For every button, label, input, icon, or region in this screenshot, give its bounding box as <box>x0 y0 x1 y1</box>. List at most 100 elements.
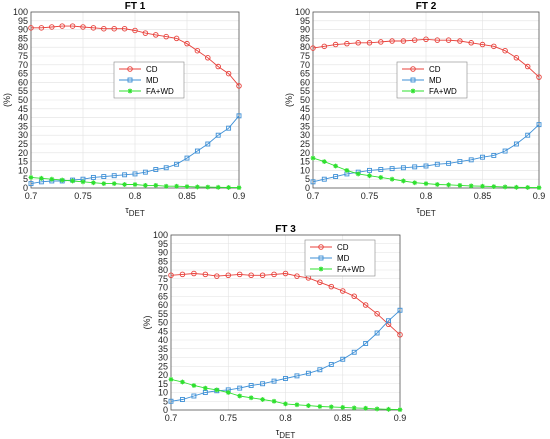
data-point <box>101 174 107 180</box>
data-point <box>310 155 316 161</box>
data-point <box>259 272 266 279</box>
legend-label: FA+WD <box>146 87 174 96</box>
data-point <box>111 25 117 32</box>
data-point <box>271 271 277 278</box>
legend-label: FA+WD <box>337 265 365 274</box>
data-point <box>400 38 407 44</box>
chart-title: FT 3 <box>275 224 296 235</box>
data-point <box>191 270 197 277</box>
y-tick-label: 70 <box>300 60 310 70</box>
data-point <box>340 356 346 362</box>
data-point <box>282 270 289 277</box>
data-point <box>168 398 174 404</box>
data-point <box>355 40 361 46</box>
data-point <box>423 36 429 43</box>
series-fa-wd <box>310 155 542 191</box>
data-point <box>236 113 242 119</box>
data-point <box>142 169 148 175</box>
y-tick-label: 35 <box>300 121 310 131</box>
y-tick-label: 65 <box>300 69 310 79</box>
data-point <box>202 385 208 391</box>
data-point <box>328 283 335 290</box>
legend: CD MD FA+WD <box>113 61 185 99</box>
x-axis-label: τDET <box>125 205 145 218</box>
data-point <box>294 373 300 379</box>
y-tick-label: 50 <box>158 318 168 328</box>
y-tick-label: 75 <box>300 51 310 61</box>
legend-marker <box>410 88 416 94</box>
y-tick-label: 30 <box>18 130 28 140</box>
y-axis-label: (%) <box>2 93 12 107</box>
data-point <box>237 393 243 399</box>
data-point <box>215 184 221 190</box>
y-axis-label: (%) <box>142 316 152 330</box>
y-tick-label: 95 <box>18 16 28 26</box>
legend-label: MD <box>429 76 442 85</box>
data-point <box>306 403 311 409</box>
data-point <box>502 184 508 190</box>
data-point <box>153 32 159 38</box>
data-point <box>328 404 334 410</box>
data-point <box>362 302 369 308</box>
legend-entry: CD <box>402 65 441 74</box>
data-point <box>363 341 369 346</box>
data-point <box>202 271 209 278</box>
data-point <box>174 161 180 167</box>
x-axis-label: τDET <box>276 427 296 439</box>
data-point <box>434 161 440 167</box>
data-point <box>101 181 107 186</box>
y-tick-label: 35 <box>18 121 28 131</box>
data-point <box>457 159 463 165</box>
data-point <box>378 175 384 180</box>
y-tick-label: 15 <box>158 379 168 389</box>
data-point <box>49 24 55 30</box>
data-point <box>321 159 327 164</box>
y-tick-label: 60 <box>300 77 310 87</box>
y-tick-label: 75 <box>158 274 168 284</box>
data-point <box>111 181 117 186</box>
data-point <box>445 37 452 43</box>
data-point <box>142 30 149 36</box>
series-fa-wd <box>28 175 242 191</box>
data-point <box>468 183 474 189</box>
data-point <box>179 397 185 402</box>
legend-label: MD <box>337 254 350 263</box>
series-cd <box>168 270 403 338</box>
data-point <box>457 182 463 188</box>
legend-label: CD <box>429 65 441 74</box>
data-point <box>502 47 508 54</box>
data-point <box>434 182 440 187</box>
x-tick-label: 0.7 <box>307 191 320 201</box>
y-tick-label: 85 <box>18 33 28 43</box>
x-axis-label: τDET <box>416 205 436 218</box>
y-tick-label: 95 <box>158 239 168 249</box>
data-point <box>328 362 334 367</box>
data-point <box>215 132 221 138</box>
data-point <box>184 40 190 47</box>
y-tick-label: 75 <box>18 51 28 61</box>
data-point <box>163 183 169 189</box>
data-point <box>310 179 316 185</box>
data-point <box>260 381 266 387</box>
data-point <box>374 330 380 336</box>
data-point <box>386 318 391 324</box>
data-point <box>38 25 45 31</box>
data-point <box>491 152 497 158</box>
legend-entry: FA+WD <box>119 87 174 96</box>
series-line <box>312 124 540 183</box>
data-point <box>351 349 357 355</box>
data-point <box>401 178 406 184</box>
data-point <box>143 182 148 188</box>
legend: CD MD FA+WD <box>396 61 468 99</box>
data-point <box>28 181 34 187</box>
data-point <box>248 272 254 279</box>
data-point <box>294 273 300 279</box>
data-point <box>446 182 451 188</box>
y-tick-label: 45 <box>18 104 28 114</box>
data-point <box>283 376 288 381</box>
data-point <box>412 164 418 170</box>
series-md <box>168 307 403 404</box>
data-point <box>305 370 311 376</box>
x-tick-label: 0.75 <box>361 191 379 201</box>
data-point <box>194 47 201 54</box>
